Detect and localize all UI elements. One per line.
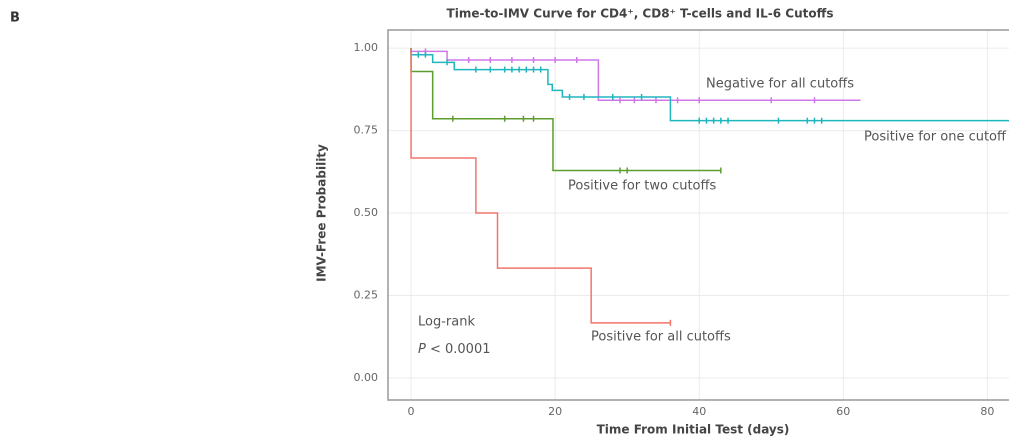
y-tick-label: 0.75 [354, 124, 379, 137]
annotation: P < 0.0001 [418, 342, 491, 357]
y-tick-label: 0.50 [354, 206, 379, 219]
annotation: P [418, 342, 426, 357]
y-tick-label: 1.00 [354, 41, 379, 54]
x-tick-label: 20 [548, 405, 562, 418]
series-label: Positive for one cutoff [864, 130, 1007, 145]
x-tick-label: 60 [836, 405, 850, 418]
plot-border [387, 29, 1009, 401]
annotation: Log-rank [418, 315, 475, 330]
chart-title: Time-to-IMV Curve for CD4⁺, CD8⁺ T-cells… [447, 7, 834, 21]
x-tick-label: 80 [980, 405, 994, 418]
y-axis-label: IMV-Free Probability [315, 144, 329, 282]
y-tick-label: 0.25 [354, 288, 379, 301]
annotation: < 0.0001 [426, 342, 491, 357]
panel-label: B [10, 11, 20, 26]
x-tick-label: 0 [408, 405, 415, 418]
survival-curve [410, 48, 1009, 122]
x-tick-label: 40 [692, 405, 706, 418]
series-label: Positive for two cutoffs [568, 179, 716, 194]
survival-curve [410, 48, 721, 172]
x-axis-label: Time From Initial Test (days) [597, 423, 790, 437]
series-label: Negative for all cutoffs [706, 77, 854, 92]
series-label: Positive for all cutoffs [591, 330, 731, 345]
y-tick-label: 0.00 [354, 371, 379, 384]
survival-curve [410, 48, 671, 324]
survival-curve [410, 48, 861, 101]
